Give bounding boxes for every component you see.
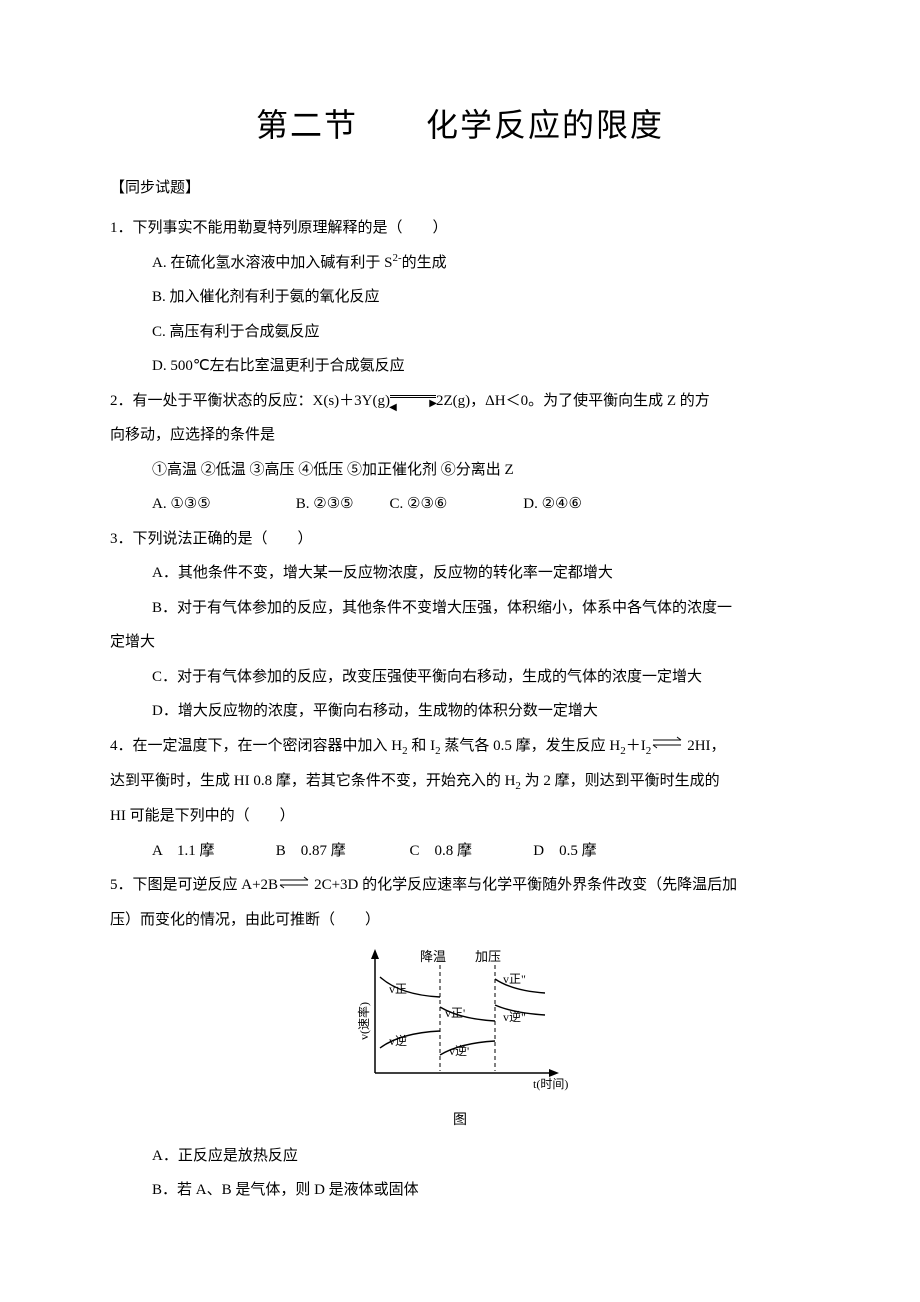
q4-stem-e: 2HI，	[687, 738, 725, 754]
chart-caption: 图	[110, 1105, 810, 1137]
q4-stem-b: 和 I	[411, 738, 435, 754]
sub-2: 2	[402, 745, 408, 757]
eq-arrow-icon	[278, 881, 314, 891]
question-list: 1．下列事实不能用勒夏特列原理解释的是（ ） A. 在硫化氢水溶液中加入碱有利于…	[110, 211, 810, 1208]
q4-opt-b: B 0.87 摩	[276, 834, 406, 869]
q1-opt-a-tail: 的生成	[402, 255, 447, 271]
q3-opt-c: C．对于有气体参加的反应，改变压强使平衡向右移动，生成的气体的浓度一定增大	[110, 660, 810, 695]
q1-opt-c: C. 高压有利于合成氨反应	[110, 315, 810, 350]
question-5: 5．下图是可逆反应 A+2B 2C+3D 的化学反应速率与化学平衡随外界条件改变（…	[110, 868, 810, 1208]
curve-label-v5: v正"	[503, 972, 526, 986]
q5-stem-line1: 5．下图是可逆反应 A+2B 2C+3D 的化学反应速率与化学平衡随外界条件改变（…	[110, 868, 810, 903]
q4-line2-a: 达到平衡时，生成 HI 0.8 摩，若其它条件不变，开始充入的 H	[110, 773, 515, 789]
q4-opt-a: A 1.1 摩	[152, 834, 272, 869]
q2-opt-c: C. ②③⑥	[390, 487, 520, 522]
q1-opt-a: A. 在硫化氢水溶液中加入碱有利于 S2-的生成	[110, 246, 810, 281]
q2-stem-line1: 2．有一处于平衡状态的反应：X(s)＋3Y(g)▶▶2Z(g)，ΔH＜0。为了使…	[110, 384, 810, 419]
chart-ylabel: v(速率)	[356, 1002, 371, 1040]
q1-opt-b: B. 加入催化剂有利于氨的氧化反应	[110, 280, 810, 315]
q4-stem-d: ＋I	[626, 738, 646, 754]
q4-line2-b: 为 2 摩，则达到平衡时生成的	[525, 773, 720, 789]
q1-opt-a-text: A. 在硫化氢水溶液中加入碱有利于 S	[152, 255, 392, 271]
sub-2: 2	[435, 745, 441, 757]
q2-opt-b: B. ②③⑤	[296, 487, 386, 522]
q2-options: A. ①③⑤ B. ②③⑤ C. ②③⑥ D. ②④⑥	[110, 487, 810, 522]
eq-arrow-icon	[651, 741, 687, 751]
curve-label-v1: v正	[389, 982, 407, 996]
sub-2: 2	[515, 780, 521, 792]
q5-stem-a: 5．下图是可逆反应 A+2B	[110, 877, 278, 893]
chart-top-label-2: 加压	[475, 949, 501, 964]
question-1: 1．下列事实不能用勒夏特列原理解释的是（ ） A. 在硫化氢水溶液中加入碱有利于…	[110, 211, 810, 384]
q4-stem-c: 蒸气各 0.5 摩，发生反应 H	[444, 738, 620, 754]
q1-opt-d: D. 500℃左右比室温更利于合成氨反应	[110, 349, 810, 384]
q4-stem-line2: 达到平衡时，生成 HI 0.8 摩，若其它条件不变，开始充入的 H2 为 2 摩…	[110, 764, 810, 799]
q3-opt-b-2: 定增大	[110, 625, 810, 660]
q5-stem-line2: 压）而变化的情况，由此可推断（ ）	[110, 903, 810, 938]
q2-stem-b: 2Z(g)，ΔH＜0。为了使平衡向生成 Z 的方	[436, 393, 710, 409]
q4-stem-line3: HI 可能是下列中的（ ）	[110, 799, 810, 834]
q3-opt-d: D．增大反应物的浓度，平衡向右移动，生成物的体积分数一定增大	[110, 694, 810, 729]
q4-stem-line1: 4．在一定温度下，在一个密闭容器中加入 H2 和 I2 蒸气各 0.5 摩，发生…	[110, 729, 810, 764]
q5-chart: v(速率) t(时间) 降温 加压 v正 v逆 v正' v逆' v正" v逆" …	[110, 943, 810, 1137]
q5-opt-a: A．正反应是放热反应	[110, 1139, 810, 1174]
q3-stem: 3．下列说法正确的是（ ）	[110, 522, 810, 557]
q3-opt-b-1: B．对于有气体参加的反应，其他条件不变增大压强，体积缩小，体系中各气体的浓度一	[110, 591, 810, 626]
curve-label-v2: v逆	[389, 1033, 407, 1048]
q4-options: A 1.1 摩 B 0.87 摩 C 0.8 摩 D 0.5 摩	[110, 834, 810, 869]
chart-top-label-1: 降温	[420, 949, 446, 964]
question-2: 2．有一处于平衡状态的反应：X(s)＋3Y(g)▶▶2Z(g)，ΔH＜0。为了使…	[110, 384, 810, 522]
q2-opt-a: A. ①③⑤	[152, 487, 292, 522]
q2-stem-a: 2．有一处于平衡状态的反应：X(s)＋3Y(g)	[110, 393, 390, 409]
q2-opt-d: D. ②④⑥	[523, 487, 582, 522]
q2-stem-line2: 向移动，应选择的条件是	[110, 418, 810, 453]
q1-opt-a-sup: 2-	[392, 252, 401, 264]
curve-label-v4: v逆'	[449, 1043, 469, 1058]
q5-opt-b: B．若 A、B 是气体，则 D 是液体或固体	[110, 1173, 810, 1208]
rate-time-chart-icon: v(速率) t(时间) 降温 加压 v正 v逆 v正' v逆' v正" v逆"	[345, 943, 575, 1093]
question-4: 4．在一定温度下，在一个密闭容器中加入 H2 和 I2 蒸气各 0.5 摩，发生…	[110, 729, 810, 869]
q2-nums: ①高温 ②低温 ③高压 ④低压 ⑤加正催化剂 ⑥分离出 Z	[110, 453, 810, 488]
question-3: 3．下列说法正确的是（ ） A．其他条件不变，增大某一反应物浓度，反应物的转化率…	[110, 522, 810, 729]
q3-opt-a: A．其他条件不变，增大某一反应物浓度，反应物的转化率一定都增大	[110, 556, 810, 591]
page-title: 第二节 化学反应的限度	[110, 100, 810, 146]
q4-stem-a: 4．在一定温度下，在一个密闭容器中加入 H	[110, 738, 402, 754]
q4-opt-c: C 0.8 摩	[410, 834, 530, 869]
q5-stem-b: 2C+3D 的化学反应速率与化学平衡随外界条件改变（先降温后加	[314, 877, 737, 893]
curve-label-v3: v正'	[445, 1006, 465, 1020]
q4-opt-d: D 0.5 摩	[533, 834, 596, 869]
section-label: 【同步试题】	[110, 176, 810, 197]
q1-stem: 1．下列事实不能用勒夏特列原理解释的是（ ）	[110, 211, 810, 246]
curve-label-v6: v逆"	[503, 1009, 526, 1024]
chart-xlabel: t(时间)	[533, 1077, 568, 1091]
